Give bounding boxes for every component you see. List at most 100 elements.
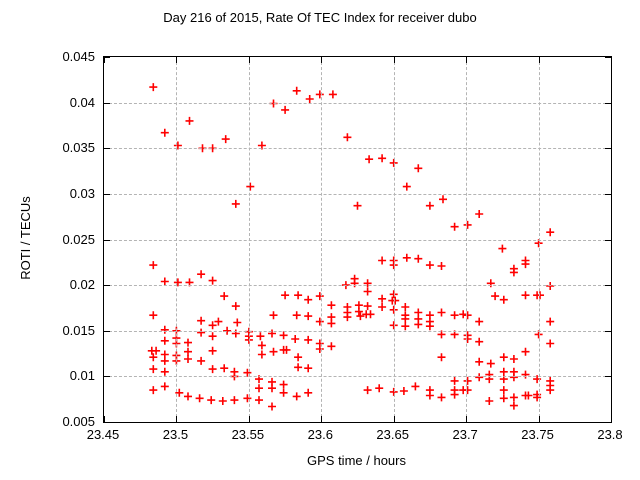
data-point	[281, 105, 290, 114]
data-point	[425, 322, 434, 331]
data-point	[315, 317, 324, 326]
data-point	[292, 392, 301, 401]
data-point	[475, 210, 484, 218]
data-point	[304, 364, 313, 373]
x-tick	[466, 416, 468, 422]
data-point	[279, 331, 288, 340]
y-tick	[104, 148, 110, 150]
y-tick	[104, 239, 110, 241]
y-tick-label: 0.005	[62, 414, 95, 429]
data-point	[521, 347, 530, 356]
data-point	[220, 292, 229, 301]
data-point	[378, 256, 387, 265]
data-point	[149, 353, 158, 362]
x-tick	[321, 57, 323, 63]
data-point	[160, 382, 169, 391]
data-point	[160, 336, 169, 345]
y-gridline	[104, 239, 611, 241]
data-point	[208, 332, 217, 341]
data-point	[304, 295, 313, 304]
x-tick	[611, 416, 612, 422]
y-tick-label: 0.03	[69, 185, 95, 201]
x-tick	[321, 416, 323, 422]
data-point	[411, 382, 420, 391]
data-point	[463, 220, 472, 229]
data-point	[304, 335, 313, 344]
data-point	[546, 339, 555, 348]
data-point	[291, 335, 300, 343]
data-point	[463, 386, 472, 395]
data-point	[509, 355, 518, 363]
y-tick	[104, 330, 110, 332]
data-point	[257, 350, 266, 359]
data-point	[220, 364, 229, 373]
data-point	[353, 201, 362, 210]
data-point	[294, 291, 303, 300]
data-point	[450, 222, 459, 231]
data-point	[389, 387, 398, 396]
x-tick	[538, 416, 540, 422]
data-point	[536, 291, 544, 300]
data-point	[459, 310, 468, 319]
data-point	[437, 308, 446, 317]
data-point	[401, 322, 410, 331]
data-point	[327, 319, 336, 328]
data-point	[149, 261, 158, 270]
y-tick-label: 0.04	[69, 94, 95, 110]
x-tick	[176, 416, 178, 422]
data-point	[499, 386, 508, 395]
data-point	[160, 128, 169, 137]
y-tick	[605, 285, 611, 287]
data-point	[425, 201, 434, 210]
data-point	[221, 135, 230, 144]
data-point	[414, 254, 423, 263]
data-point	[208, 321, 217, 330]
data-point	[218, 397, 227, 405]
data-point	[195, 394, 204, 403]
data-point	[243, 368, 252, 377]
data-point	[509, 268, 518, 277]
data-point	[184, 338, 192, 347]
data-point	[315, 292, 324, 301]
data-point	[389, 321, 398, 330]
data-point	[402, 182, 411, 191]
data-point	[255, 396, 263, 405]
data-point	[257, 341, 266, 350]
data-point	[363, 287, 372, 296]
y-tick-label: 0.045	[62, 49, 95, 64]
y-gridline	[104, 193, 611, 195]
data-point	[257, 141, 266, 150]
data-point	[524, 391, 533, 400]
data-point	[184, 392, 192, 401]
y-gridline	[104, 330, 611, 332]
data-point	[425, 391, 434, 400]
data-point	[509, 393, 518, 402]
data-point	[402, 253, 411, 262]
data-point	[197, 270, 206, 279]
data-point	[208, 365, 217, 374]
data-point	[231, 302, 240, 311]
data-point	[256, 332, 265, 341]
data-point	[499, 394, 508, 403]
data-point	[304, 388, 313, 397]
data-point	[292, 311, 301, 320]
data-point	[389, 305, 398, 314]
data-point	[363, 302, 372, 311]
y-tick	[104, 193, 110, 195]
data-point	[255, 384, 263, 393]
data-point	[389, 158, 398, 167]
data-point	[546, 228, 555, 237]
x-tick-label: 23.45	[86, 427, 120, 442]
x-tick	[611, 57, 612, 63]
data-point	[356, 312, 365, 321]
data-point	[521, 370, 530, 379]
data-point	[149, 83, 158, 92]
data-point	[491, 292, 500, 301]
x-tick-label: 23.55	[231, 427, 265, 442]
y-tick	[104, 422, 110, 423]
data-point	[521, 260, 530, 269]
data-point	[243, 394, 252, 403]
data-point	[414, 164, 423, 173]
data-point	[294, 353, 303, 362]
data-point	[343, 313, 352, 322]
